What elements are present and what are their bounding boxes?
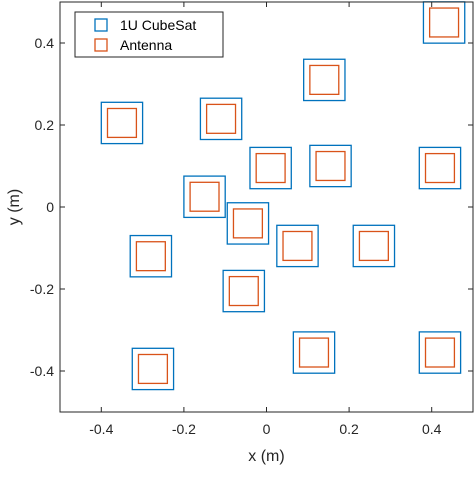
antenna-marker-13 <box>298 337 330 368</box>
antenna-marker-2 <box>106 107 138 139</box>
antenna-marker-5 <box>315 150 346 182</box>
antenna-marker-14 <box>424 337 456 368</box>
legend-box <box>74 11 224 58</box>
cubesat-marker-11 <box>129 234 173 278</box>
cubesat-marker-3 <box>199 97 243 141</box>
x-tick-label: 0.4 <box>422 421 442 437</box>
antenna-marker-10 <box>358 230 389 262</box>
x-axis-label: x (m) <box>248 448 284 465</box>
cubesat-marker-14 <box>418 331 462 374</box>
antenna-marker-4 <box>255 152 286 184</box>
cubesat-marker-5 <box>309 144 352 188</box>
antenna-marker-8 <box>232 208 264 239</box>
y-tick-label: 0 <box>46 199 54 215</box>
cubesat-marker-6 <box>418 146 462 190</box>
cubesat-marker-2 <box>100 101 144 145</box>
antenna-marker-6 <box>424 152 456 184</box>
antenna-marker-7 <box>189 181 220 212</box>
y-tick-label: 0.2 <box>35 117 55 133</box>
cubesat-marker-1 <box>303 58 346 102</box>
plot-markers <box>100 1 466 391</box>
legend-marker-cubesat <box>94 18 108 32</box>
antenna-marker-1 <box>309 64 340 96</box>
cubesat-marker-9 <box>276 224 319 268</box>
cubesat-marker-10 <box>352 224 396 268</box>
antenna-marker-0 <box>428 7 460 38</box>
legend-label-antenna: Antenna <box>120 37 172 53</box>
cubesat-marker-4 <box>249 146 292 190</box>
x-tick-label: 0 <box>263 421 271 437</box>
antenna-marker-3 <box>205 103 237 134</box>
antenna-marker-15 <box>137 353 169 385</box>
antenna-marker-9 <box>282 230 313 262</box>
axes-box <box>59 1 474 413</box>
cubesat-marker-7 <box>183 175 226 219</box>
cubesat-marker-13 <box>292 331 336 374</box>
cubesat-marker-12 <box>222 269 266 313</box>
antenna-marker-11 <box>135 241 166 272</box>
x-tick-label: -0.4 <box>89 421 113 437</box>
x-tick-label: 0.2 <box>339 421 359 437</box>
antenna-marker-12 <box>228 275 259 307</box>
y-tick-label: 0.4 <box>35 35 55 51</box>
y-tick-label: -0.2 <box>30 281 54 297</box>
legend: 1U CubeSat Antenna <box>74 11 224 58</box>
cubesat-marker-15 <box>131 347 175 391</box>
legend-label-cubesat: 1U CubeSat <box>120 17 196 33</box>
axis-ticks: -0.4 -0.2 0 0.2 0.4 -0.4 -0.2 0 0.2 0.4 <box>30 2 473 437</box>
cubesat-marker-8 <box>226 202 270 245</box>
y-tick-label: -0.4 <box>30 363 54 379</box>
legend-marker-antenna <box>94 38 108 52</box>
y-axis-label: y (m) <box>6 189 23 225</box>
x-tick-label: -0.2 <box>172 421 196 437</box>
